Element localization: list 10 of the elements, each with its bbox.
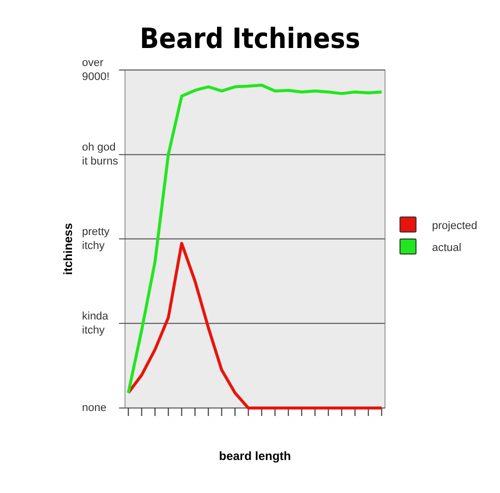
legend-label: projected (432, 220, 478, 232)
y-axis-title: itchiness (61, 222, 75, 276)
ref-line-label: oh god it burns (82, 141, 119, 168)
chart-title: Beard Itchiness (140, 22, 360, 55)
ref-line-label: over 9000! (82, 56, 110, 83)
x-axis-title: beard length (218, 449, 292, 463)
ref-line-label: none (82, 402, 106, 414)
ref-line-label: pretty itchy (82, 226, 110, 252)
ref-line-label: kinda itchy (82, 310, 110, 336)
legend-label: actual (432, 242, 462, 254)
